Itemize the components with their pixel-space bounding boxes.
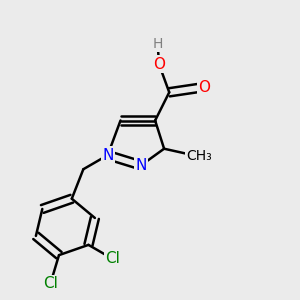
Text: O: O [198,80,210,95]
Text: N: N [102,148,113,163]
Text: H: H [152,37,163,51]
Text: N: N [135,158,147,173]
Text: Cl: Cl [105,251,120,266]
Text: Cl: Cl [43,276,58,291]
Text: O: O [153,57,165,72]
Text: CH₃: CH₃ [186,149,211,164]
